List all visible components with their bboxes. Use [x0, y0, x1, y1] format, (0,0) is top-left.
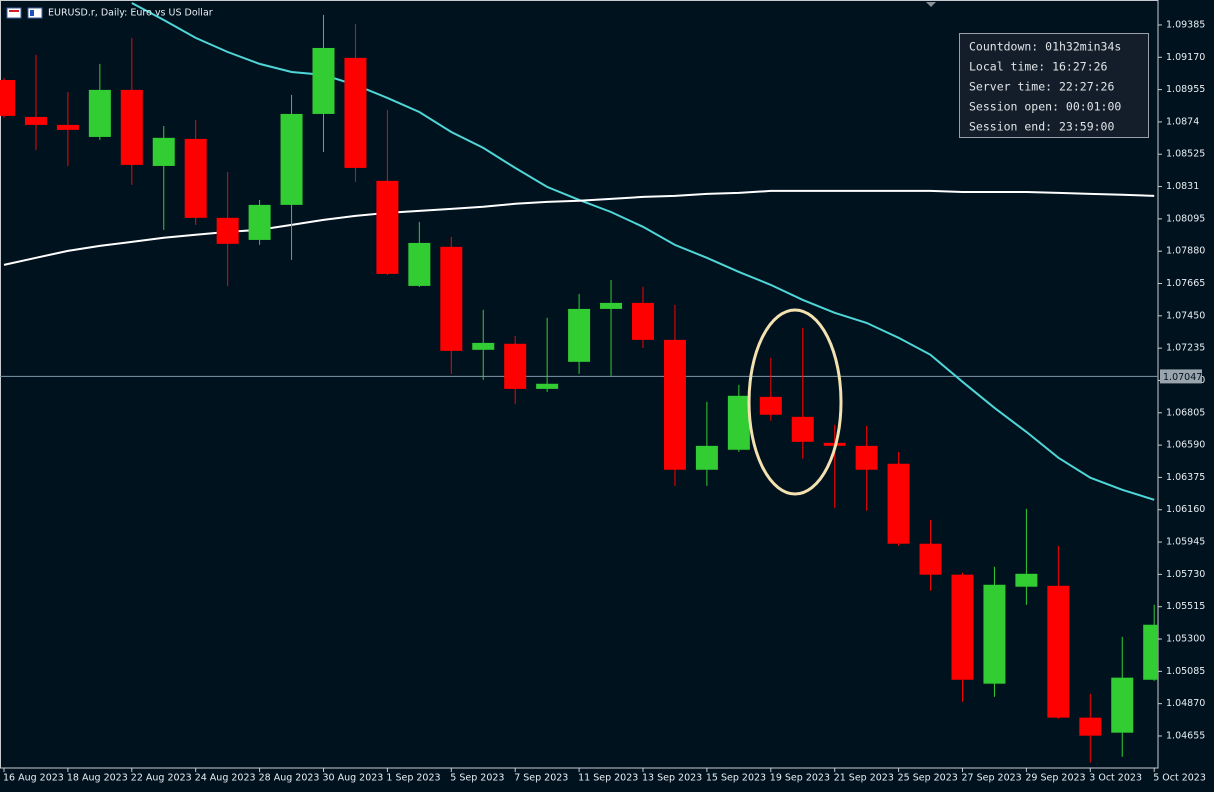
y-tick-label: 1.05945	[1166, 537, 1205, 548]
x-tick-label: 27 Sep 2023	[962, 773, 1022, 784]
candle-body	[1079, 717, 1102, 736]
info-line: Session open: 00:01:00	[969, 100, 1121, 114]
scroll-marker	[926, 2, 936, 7]
current-price-tag	[1160, 369, 1202, 384]
info-line: Countdown: 01h32min34s	[969, 40, 1121, 54]
info-line: Session end: 23:59:00	[969, 120, 1114, 134]
candle-body	[727, 395, 750, 450]
candle-body	[600, 302, 623, 309]
candle-body	[312, 47, 335, 114]
y-tick-label: 1.06590	[1166, 440, 1205, 451]
candle-body	[184, 138, 207, 218]
x-tick-label: 1 Sep 2023	[386, 773, 440, 784]
y-tick-label: 1.04655	[1166, 730, 1205, 741]
x-tick-label: 22 Aug 2023	[131, 773, 192, 784]
x-tick-label: 7 Sep 2023	[514, 773, 568, 784]
candle-body	[472, 342, 495, 350]
y-tick-label: 1.08095	[1166, 213, 1205, 224]
y-tick-label: 1.08955	[1166, 84, 1205, 95]
chart-title: EURUSD.r, Daily: Euro vs US Dollar	[48, 8, 213, 19]
candle-body	[88, 89, 111, 137]
y-tick-label: 1.04870	[1166, 698, 1205, 709]
y-tick-label: 1.05515	[1166, 601, 1205, 612]
y-tick-label: 1.09385	[1166, 19, 1205, 30]
x-tick-label: 29 Sep 2023	[1025, 773, 1085, 784]
x-tick-label: 5 Sep 2023	[450, 773, 504, 784]
candle-body	[1047, 585, 1070, 718]
x-tick-label: 18 Aug 2023	[67, 773, 128, 784]
title-icons	[6, 7, 43, 19]
candle-body	[759, 396, 782, 415]
candle-body	[440, 246, 463, 351]
candle-body	[791, 416, 814, 442]
candle-body	[1111, 677, 1134, 733]
x-tick-label: 16 Aug 2023	[3, 773, 64, 784]
flag-icon	[27, 7, 43, 19]
candle-body	[951, 574, 974, 680]
candle-body	[695, 445, 718, 470]
candle-body	[536, 383, 559, 389]
x-tick-label: 25 Sep 2023	[898, 773, 958, 784]
x-tick-label: 28 Aug 2023	[259, 773, 320, 784]
candle-body	[152, 137, 175, 166]
candle-body	[344, 57, 367, 168]
candle-body	[983, 584, 1006, 684]
candle-body	[1015, 573, 1038, 587]
y-tick-label: 1.06805	[1166, 407, 1205, 418]
y-tick-label: 1.07235	[1166, 343, 1205, 354]
candle-body	[120, 89, 143, 165]
flag-icon	[6, 7, 22, 19]
highlight-ellipse	[747, 308, 843, 496]
candle-body	[1143, 624, 1158, 680]
info-line: Local time: 16:27:26	[969, 60, 1108, 74]
y-tick-label: 1.07880	[1166, 246, 1205, 257]
y-tick-label: 1.07450	[1166, 310, 1205, 321]
y-tick-label: 1.05730	[1166, 569, 1205, 580]
candle-body	[56, 124, 79, 130]
x-tick-label: 3 Oct 2023	[1089, 773, 1142, 784]
candle-body	[376, 180, 399, 274]
info-panel: Countdown: 01h32min34s Local time: 16:27:…	[959, 33, 1149, 138]
moving-average-line	[131, 2, 1155, 501]
flag-icon	[30, 10, 34, 16]
candle-body	[663, 339, 686, 470]
y-tick-label: 1.06160	[1166, 504, 1205, 515]
candle-body	[504, 343, 527, 389]
y-tick-label: 1.05085	[1166, 666, 1205, 677]
x-tick-label: 19 Sep 2023	[770, 773, 830, 784]
y-tick-label: 1.06375	[1166, 472, 1205, 483]
current-price-label: 1.07047	[1163, 372, 1202, 383]
candle-body	[632, 302, 654, 340]
candle-body	[24, 116, 47, 125]
candle-body	[855, 445, 878, 470]
candle-body	[919, 543, 942, 575]
y-tick-label: 1.07665	[1166, 278, 1205, 289]
x-tick-label: 24 Aug 2023	[195, 773, 256, 784]
x-tick-label: 30 Aug 2023	[323, 773, 384, 784]
candle-body	[0, 79, 15, 116]
x-tick-label: 5 Oct 2023	[1153, 773, 1206, 784]
info-line: Server time: 22:27:26	[969, 80, 1114, 94]
candle-body	[280, 113, 303, 205]
x-tick-label: 13 Sep 2023	[642, 773, 702, 784]
y-tick-label: 1.0831	[1166, 181, 1199, 192]
candle-body	[248, 204, 271, 240]
y-tick-label: 1.09170	[1166, 52, 1205, 63]
candle-body	[408, 242, 431, 286]
flag-icon	[9, 10, 19, 12]
x-tick-label: 21 Sep 2023	[834, 773, 894, 784]
moving-average-line	[3, 189, 1155, 266]
candle-body	[568, 308, 591, 362]
x-tick-label: 15 Sep 2023	[706, 773, 766, 784]
candle-body	[887, 463, 910, 544]
info-box	[959, 33, 1149, 138]
y-tick-label: 1.05300	[1166, 634, 1205, 645]
plot-area	[0, 2, 1158, 763]
y-tick-label: 1.0874	[1166, 116, 1199, 127]
y-tick-label: 1.08525	[1166, 149, 1205, 160]
x-tick-label: 11 Sep 2023	[578, 773, 638, 784]
candle-body	[216, 217, 239, 244]
